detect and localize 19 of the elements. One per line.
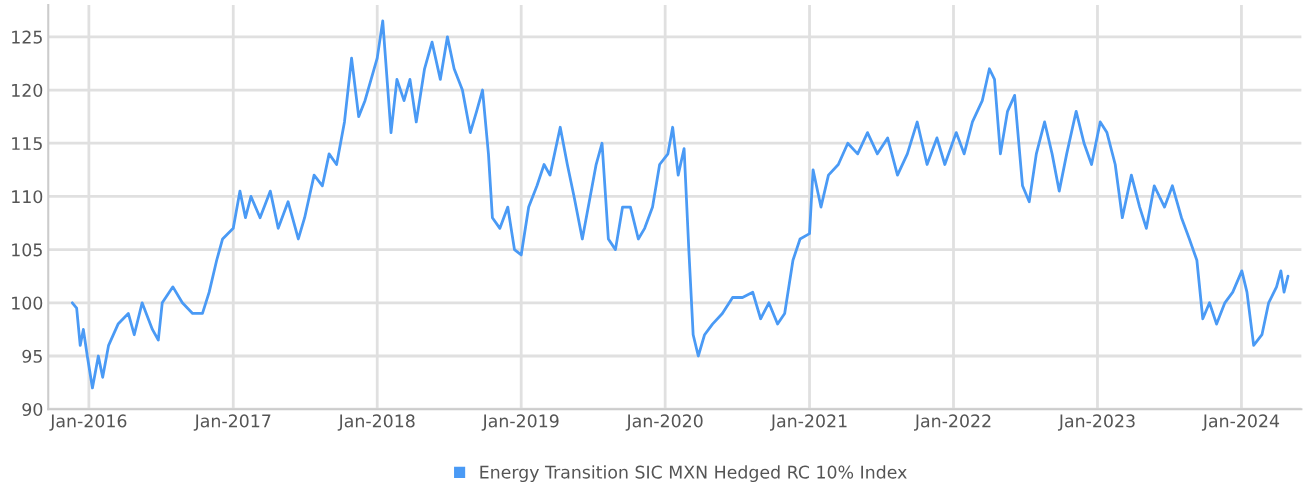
y-tick-label: 120	[12, 83, 43, 97]
y-tick-label: 100	[12, 296, 43, 310]
x-tick-label: Jan-2023	[1057, 414, 1135, 431]
legend-label: Energy Transition SIC MXN Hedged RC 10% Index	[480, 465, 907, 483]
y-tick-label: 90	[22, 402, 43, 417]
x-tick-label: Jan-2020	[625, 414, 703, 431]
x-tick-label: Jan-2024	[1201, 414, 1280, 431]
y-tick-label: 105	[12, 243, 42, 257]
y-tick-label: 115	[12, 137, 42, 151]
y-tick-label: 110	[12, 190, 43, 204]
y-tick-label: 125	[12, 30, 42, 44]
x-tick-label: Jan-2022	[913, 414, 991, 431]
y-tick-label: 95	[22, 349, 42, 363]
x-tick-label: Jan-2018	[337, 414, 415, 431]
line-series	[70, 19, 1290, 390]
x-tick-label: Jan-2019	[481, 414, 559, 431]
x-tick-label: Jan-2021	[770, 414, 847, 431]
x-tick-label: Jan-2016	[49, 414, 127, 431]
x-tick-label: Jan-2017	[193, 414, 271, 431]
